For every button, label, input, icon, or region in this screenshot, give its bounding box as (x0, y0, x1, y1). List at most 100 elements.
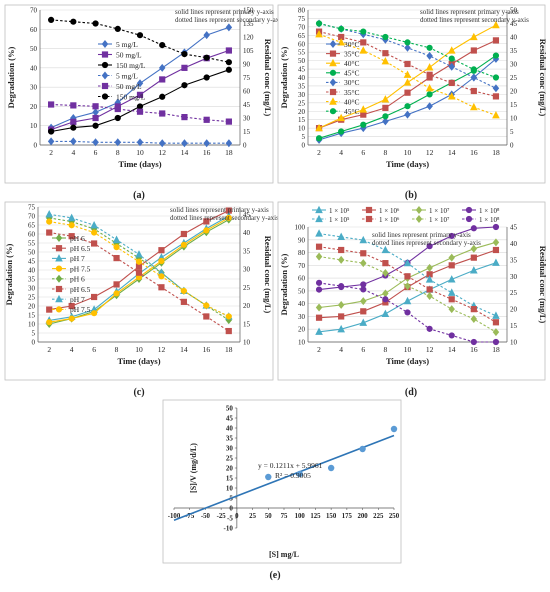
x-tick-label: 8 (384, 345, 388, 354)
data-point (225, 23, 233, 32)
y-axis-title: Degradation (%) (279, 47, 289, 109)
data-point (114, 114, 121, 122)
data-point (426, 292, 433, 300)
series-secondary (315, 252, 500, 337)
data-point (136, 138, 144, 147)
data-point (448, 55, 455, 62)
legend-marker (101, 82, 109, 90)
y2-axis-title: Residual conc (mg/L) (263, 236, 273, 314)
y2-tick-label: 35 (510, 47, 518, 55)
data-point (135, 269, 143, 276)
x-tick-label: 4 (70, 345, 74, 354)
data-point (403, 70, 412, 78)
data-point (70, 124, 77, 131)
y-tick-label: 40 (298, 300, 306, 308)
data-point (492, 223, 500, 231)
y2-tick-label: 25 (510, 289, 518, 297)
data-point (315, 279, 323, 286)
data-point (403, 78, 412, 86)
legend-label: pH 6 (70, 275, 85, 284)
chart-c: 0510152025303540455055606570751015202530… (4, 201, 279, 381)
data-point (70, 102, 77, 109)
data-point (426, 102, 433, 111)
data-point (70, 137, 77, 146)
data-point (203, 313, 210, 320)
data-point (448, 62, 455, 71)
legend-label: 150 mg/L (116, 61, 146, 70)
data-point (181, 139, 188, 148)
chart-frame (277, 4, 546, 184)
data-point (158, 273, 165, 280)
legend-label: 50 mg/L (116, 82, 142, 91)
legend-marker (415, 206, 423, 214)
data-point (381, 57, 390, 65)
note-solid: solid lines represent primary y-axis (175, 8, 274, 16)
legend-marker (329, 50, 337, 57)
x-tick-label: 4 (339, 148, 343, 157)
y2-tick-label: 45 (243, 101, 251, 109)
data-point (48, 128, 55, 135)
y-tick-label: 10 (298, 339, 306, 347)
y2-tick-label: 0 (243, 142, 247, 150)
legend-label: 1 × 10⁷ (429, 207, 450, 215)
legend-marker (365, 206, 373, 214)
x-tick-label: 10 (404, 345, 412, 354)
y2-tick-label: 60 (243, 88, 251, 96)
data-point (359, 46, 368, 54)
legend-label: 30°C (344, 40, 360, 49)
x-tick-label: 0 (235, 513, 239, 520)
y-tick-label: 40 (28, 267, 36, 275)
chart-a: 0 10 20 30 40 50 60 70 0 15 30 45 60 75 90 105 120 135 150… (4, 4, 284, 184)
legend-marker (329, 108, 337, 115)
data-point (48, 101, 55, 108)
x-tick-label: 12 (426, 148, 434, 157)
x-axis-title: Time (days) (117, 356, 160, 366)
y2-tick-label: 40 (510, 240, 518, 248)
y-tick-label: 20 (226, 465, 234, 473)
data-point (327, 464, 335, 472)
data-point (90, 220, 98, 229)
data-point (492, 52, 500, 59)
x-tick-label: 2 (317, 345, 321, 354)
y2-tick-label: 15 (510, 322, 518, 330)
y2-tick-label: 30 (510, 273, 518, 281)
x-tick-label: 10 (136, 148, 144, 157)
data-point (180, 230, 187, 238)
data-point (359, 105, 368, 113)
legend-marker (329, 40, 337, 48)
y-tick-label: 100 (295, 224, 306, 232)
data-point (203, 31, 210, 40)
data-point (92, 138, 99, 147)
data-point (67, 213, 76, 222)
data-point (158, 63, 166, 72)
data-point (315, 243, 323, 250)
y-tick-label: 80 (298, 7, 306, 15)
x-tick-label: 16 (203, 345, 211, 354)
data-point (359, 445, 366, 453)
data-point (448, 253, 455, 262)
data-point (113, 290, 120, 297)
data-point (382, 33, 389, 41)
legend-label: 45°C (344, 69, 360, 78)
data-point (136, 79, 144, 88)
data-point (470, 315, 478, 323)
x-tick-label: 6 (92, 345, 96, 354)
data-point (180, 287, 187, 295)
data-point (46, 306, 53, 313)
y-tick-label: 15 (28, 312, 36, 320)
x-tick-label: -75 (185, 513, 195, 520)
data-point (181, 64, 188, 71)
y-tick-label: 5 (302, 133, 306, 141)
y-tick-label: 65 (28, 222, 36, 230)
y2-tick-label: 25 (510, 74, 518, 82)
x-tick-label: 125 (310, 513, 321, 520)
data-point (159, 93, 166, 100)
data-point (382, 113, 389, 120)
data-point (203, 227, 210, 234)
y2-tick-label: 30 (243, 266, 251, 274)
legend-label: 35°C (344, 49, 360, 58)
data-point (136, 108, 144, 115)
panel-label: (c) (133, 387, 144, 398)
data-point (91, 293, 98, 301)
data-point (48, 16, 55, 23)
